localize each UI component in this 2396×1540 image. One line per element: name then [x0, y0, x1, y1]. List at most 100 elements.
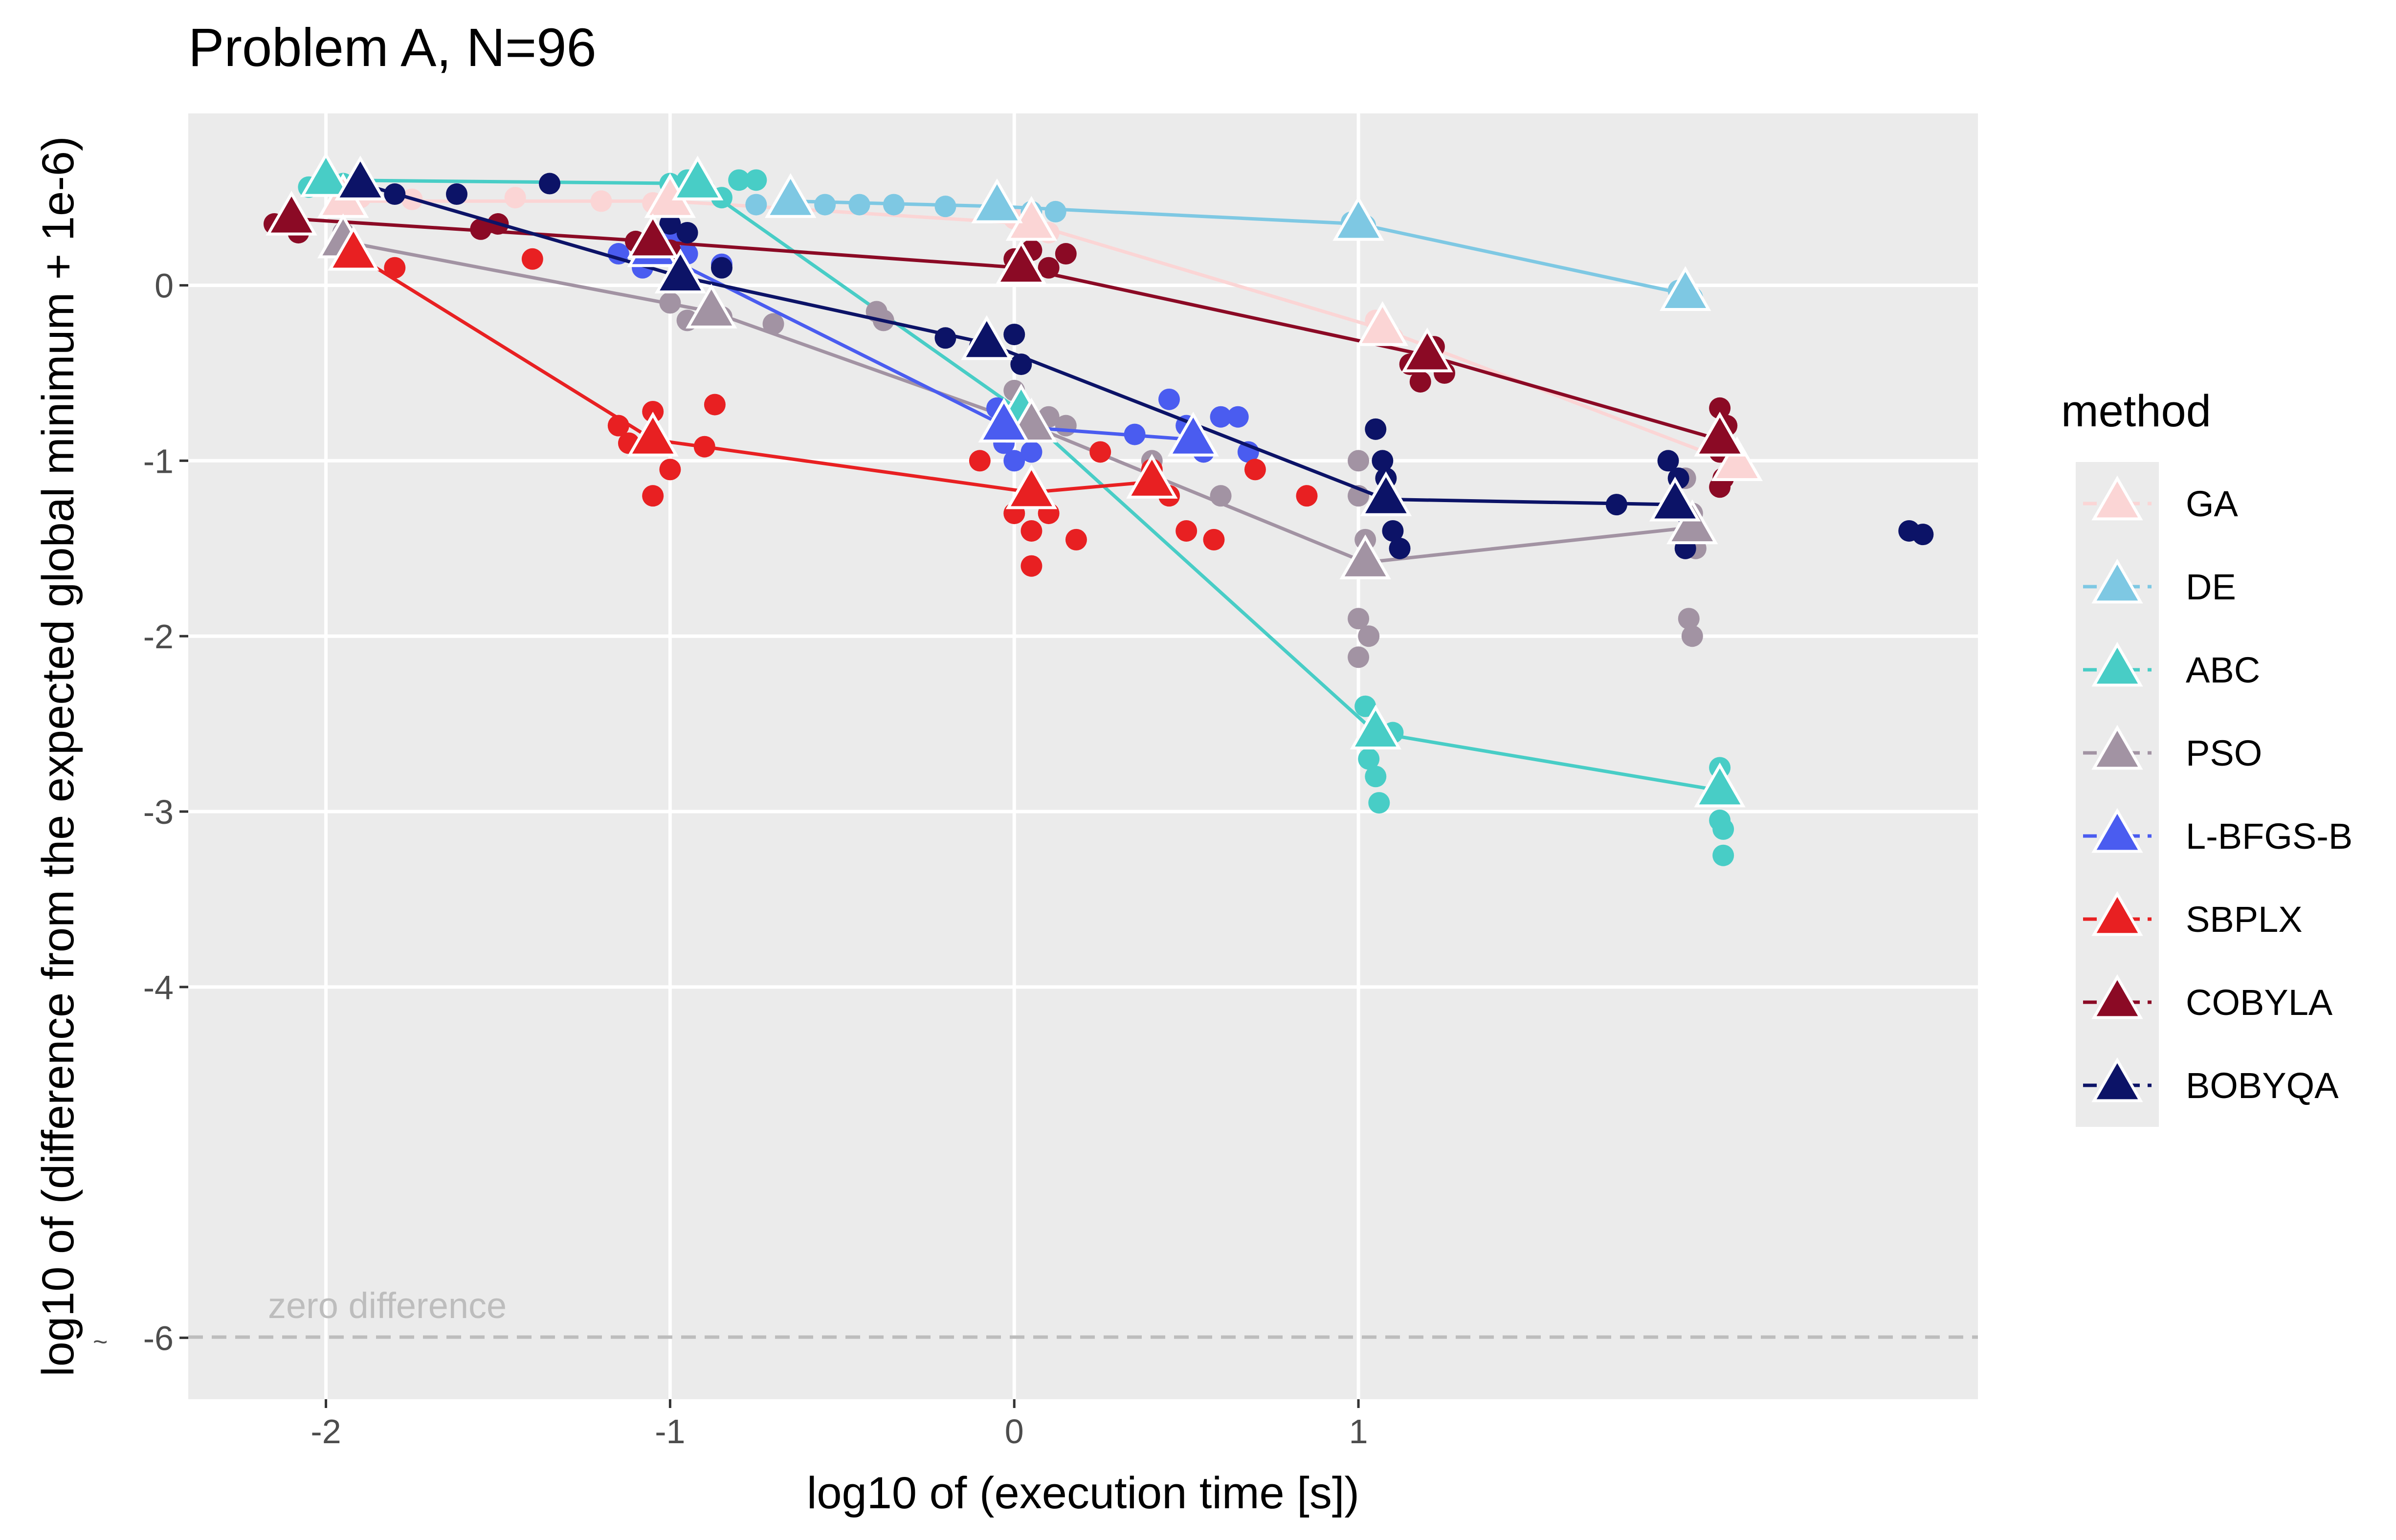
- data-point: [1365, 766, 1387, 788]
- medians-cobyla: [266, 191, 1746, 457]
- data-point: [1712, 844, 1734, 866]
- data-point: [1354, 695, 1376, 717]
- median-marker: [1350, 704, 1401, 749]
- median-marker: [1005, 464, 1058, 509]
- data-point: [762, 313, 784, 335]
- legend-marker: [2091, 1057, 2143, 1102]
- median-marker: [1666, 499, 1718, 545]
- data-point: [607, 415, 629, 437]
- median-marker: [654, 248, 707, 294]
- median-marker: [1339, 534, 1391, 579]
- y-tick-label: 0: [155, 267, 174, 305]
- data-point: [642, 485, 664, 507]
- data-point: [934, 196, 956, 218]
- data-point: [470, 218, 492, 240]
- legend-label: SBPLX: [2186, 899, 2303, 940]
- median-marker: [1167, 412, 1219, 457]
- median-marker: [266, 191, 317, 236]
- data-point: [1409, 371, 1431, 393]
- data-point: [693, 436, 715, 458]
- data-point: [1021, 441, 1043, 463]
- median-marker: [1694, 412, 1746, 457]
- median-marker: [971, 178, 1023, 223]
- legend-label: L-BFGS-B: [2186, 816, 2352, 857]
- median-marker: [1694, 762, 1746, 808]
- median-marker: [686, 284, 737, 329]
- legend-item: DE: [2076, 545, 2236, 628]
- legend-label: GA: [2186, 484, 2239, 524]
- data-point: [642, 400, 664, 422]
- median-marker: [961, 315, 1013, 360]
- data-point: [969, 450, 991, 472]
- legend-item: GA: [2076, 462, 2239, 545]
- data-point: [384, 183, 406, 205]
- median-marker: [1649, 476, 1701, 522]
- data-point: [1021, 520, 1043, 542]
- legend: method GA DE ABC PSO L-BFGS-B SBPLX COBYLA BOBY…: [2061, 386, 2352, 1127]
- data-point: [1003, 324, 1025, 346]
- y-axis-label: log10 of (difference from the expected g…: [33, 136, 83, 1376]
- data-point: [1709, 397, 1731, 419]
- y-tick-label: -1: [143, 442, 174, 480]
- data-point: [1348, 608, 1370, 630]
- data-point: [1348, 450, 1370, 472]
- legend-marker: [2091, 725, 2143, 770]
- series-line: [352, 252, 1153, 494]
- legend-item: BOBYQA: [2076, 1044, 2339, 1127]
- legend-marker: [2091, 558, 2143, 604]
- legend-marker: [2091, 974, 2143, 1019]
- data-point: [1358, 748, 1380, 770]
- legend-item: PSO: [2076, 711, 2262, 794]
- legend-item: L-BFGS-B: [2076, 794, 2352, 878]
- legend-label: COBYLA: [2186, 982, 2333, 1023]
- median-marker: [300, 152, 352, 197]
- data-point: [883, 194, 905, 216]
- data-point: [1210, 485, 1232, 507]
- series-layer: [263, 152, 1934, 866]
- data-point: [1372, 450, 1394, 472]
- legend-title: method: [2061, 386, 2211, 436]
- data-point: [1358, 625, 1380, 647]
- data-point: [1021, 555, 1043, 577]
- data-point: [728, 169, 750, 191]
- median-marker: [1356, 301, 1409, 346]
- data-point: [1055, 243, 1077, 265]
- data-point: [1044, 200, 1066, 222]
- legend-item: ABC: [2076, 628, 2260, 711]
- data-point: [1709, 476, 1731, 498]
- legend-label: PSO: [2186, 733, 2262, 773]
- data-point: [659, 459, 681, 481]
- x-axis-label: log10 of (execution time [s]): [807, 1468, 1359, 1518]
- data-point: [659, 292, 681, 314]
- data-point: [1678, 608, 1700, 630]
- median-marker: [1126, 454, 1178, 499]
- median-marker: [334, 155, 386, 200]
- median-marker: [627, 412, 679, 457]
- x-axis-ticks: -2 -1 0 1: [311, 1399, 1368, 1451]
- data-point: [1365, 418, 1387, 440]
- data-point: [1227, 406, 1249, 428]
- data-point: [1605, 494, 1627, 516]
- data-point: [384, 257, 406, 279]
- medians-bobyqa: [334, 155, 1701, 522]
- data-point: [1124, 423, 1146, 445]
- data-point: [1389, 537, 1411, 559]
- y-tick-label: -4: [143, 968, 174, 1007]
- data-point: [1203, 528, 1225, 550]
- medians-de: [765, 173, 1711, 311]
- data-point: [539, 173, 561, 195]
- x-tick-label: -2: [311, 1412, 341, 1451]
- data-point: [1712, 818, 1734, 840]
- legend-label: ABC: [2186, 650, 2260, 690]
- y-tick-label: -6: [143, 1319, 174, 1357]
- median-marker: [1711, 436, 1763, 482]
- y-tick-label: -2: [143, 617, 174, 656]
- x-tick-label: 0: [1005, 1412, 1024, 1451]
- legend-label: DE: [2186, 567, 2236, 607]
- data-point: [1348, 646, 1370, 668]
- data-point: [934, 327, 956, 349]
- median-marker: [978, 397, 1030, 443]
- data-point: [1681, 625, 1703, 647]
- legend-label: BOBYQA: [2186, 1065, 2339, 1106]
